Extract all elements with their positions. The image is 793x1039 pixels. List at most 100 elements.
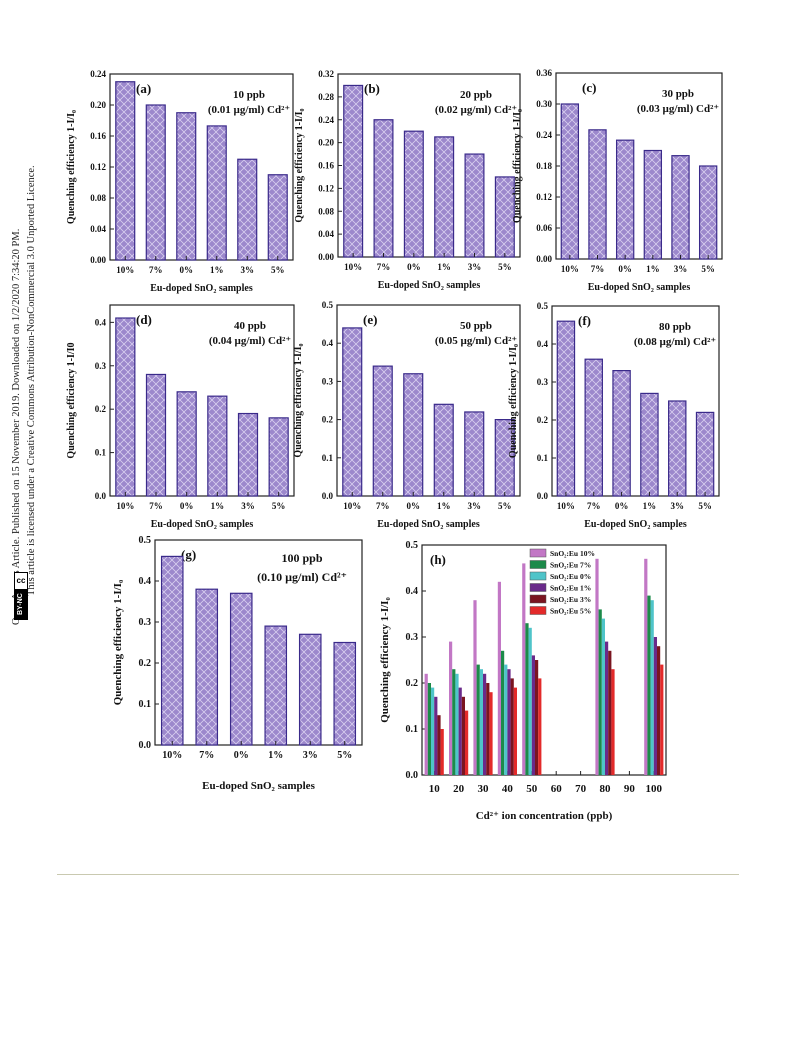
bar-SnOEu10%-20 bbox=[449, 641, 453, 775]
y-tick-label: 0.18 bbox=[536, 161, 552, 171]
bar-SnOEu0%-20 bbox=[455, 673, 459, 775]
plot-frame bbox=[551, 305, 720, 497]
chart-panel-6: 0.0 0.1 0.2 0.3 0.4 0.5 Quenching efficiency 1… bbox=[112, 535, 363, 792]
y-tick-label: 0.5 bbox=[322, 300, 334, 310]
x-tick-label: 1% bbox=[211, 501, 225, 511]
panel-label: (b) bbox=[364, 81, 380, 96]
y-tick-label: 0.3 bbox=[322, 376, 334, 386]
y-tick-label: 0.36 bbox=[536, 68, 552, 78]
y-tick-label: 0.08 bbox=[90, 193, 106, 203]
bar-3% bbox=[464, 411, 485, 497]
plot-frame bbox=[109, 304, 295, 497]
x-tick-label: 10% bbox=[557, 501, 575, 511]
bar-10% bbox=[115, 317, 136, 497]
y-tick-label: 0.3 bbox=[95, 361, 107, 371]
x-tick-label: 1% bbox=[643, 501, 657, 511]
annotation-line-2: (0.01 µg/ml) Cd²⁺ bbox=[208, 104, 291, 116]
bar-0% bbox=[612, 370, 631, 497]
bar-SnOEu7%-100 bbox=[647, 595, 651, 775]
x-axis-label: Eu-doped SnO₂ samples bbox=[151, 519, 254, 530]
y-tick-label: 0.24 bbox=[90, 69, 106, 79]
x-tick-label: 3% bbox=[671, 501, 685, 511]
y-tick-label: 0.4 bbox=[537, 339, 549, 349]
x-tick-label: 5% bbox=[337, 750, 352, 761]
bar-SnOEu10%-10 bbox=[424, 673, 428, 775]
x-tick-label: 10% bbox=[343, 501, 361, 511]
bar-SnOEu10%-100 bbox=[644, 558, 648, 775]
license-sidebar: Open Access Article. Published on 15 Nov… bbox=[0, 0, 60, 640]
bar-SnOEu10%-80 bbox=[595, 558, 599, 775]
bar-10% bbox=[115, 81, 136, 261]
bar-SnOEu1%-100 bbox=[653, 637, 657, 775]
annotation-line-2: (0.04 µg/ml) Cd²⁺ bbox=[209, 335, 292, 347]
y-tick-label: 0.1 bbox=[322, 453, 334, 463]
chart-panel-2: 0.00 0.06 0.12 0.18 0.24 0.30 0.36 Quenching ef… bbox=[512, 68, 723, 293]
y-tick-label: 0.20 bbox=[90, 100, 106, 110]
y-tick-label: 0.24 bbox=[318, 115, 334, 125]
chart-panel-0: 0.00 0.04 0.08 0.12 0.16 0.20 0.24 Quenching ef… bbox=[66, 69, 294, 294]
bar-1% bbox=[207, 395, 228, 497]
bar-7% bbox=[588, 129, 607, 260]
panel-label: (e) bbox=[363, 312, 377, 327]
x-tick-label: 3% bbox=[674, 264, 688, 274]
y-axis-label: Quenching efficiency 1-I/I₀ bbox=[508, 344, 519, 458]
x-tick-label: 5% bbox=[701, 264, 715, 274]
bar-SnOEu5%-50 bbox=[538, 678, 542, 775]
y-tick-label: 0.24 bbox=[536, 130, 552, 140]
bar-3% bbox=[237, 158, 258, 261]
x-axis-label: Eu-doped SnO₂ samples bbox=[377, 519, 480, 530]
x-tick-label: 5% bbox=[271, 265, 285, 275]
bar-SnOEu3%-10 bbox=[437, 715, 441, 775]
x-axis-label: Cd²⁺ ion concentration (ppb) bbox=[476, 810, 613, 822]
legend-entry: SnO₂:Eu 10% bbox=[550, 549, 595, 558]
bar-3% bbox=[237, 412, 259, 497]
y-tick-label: 0.4 bbox=[95, 317, 107, 327]
x-tick-label: 10% bbox=[116, 501, 134, 511]
x-tick-label: 10 bbox=[429, 783, 441, 795]
bar-7% bbox=[372, 365, 393, 497]
y-tick-label: 0.0 bbox=[406, 770, 419, 781]
x-tick-label: 3% bbox=[241, 501, 255, 511]
panel-label: (g) bbox=[181, 547, 196, 562]
bar-SnOEu7%-80 bbox=[598, 609, 602, 775]
x-tick-label: 3% bbox=[468, 501, 482, 511]
x-tick-label: 60 bbox=[551, 783, 563, 795]
bar-SnOEu0%-10 bbox=[431, 687, 435, 775]
bar-10% bbox=[343, 84, 364, 258]
x-tick-label: 80 bbox=[600, 783, 612, 795]
y-tick-label: 0.4 bbox=[322, 338, 334, 348]
x-tick-label: 3% bbox=[468, 262, 482, 272]
panel-label: (f) bbox=[578, 313, 591, 328]
y-tick-label: 0.1 bbox=[139, 699, 152, 710]
cc-license-badge[interactable]: cc BY-NC bbox=[14, 572, 28, 620]
y-tick-label: 0.16 bbox=[90, 131, 106, 141]
x-tick-label: 1% bbox=[268, 750, 283, 761]
annotation-line-1: 30 ppb bbox=[662, 88, 694, 100]
annotation-line-1: 10 ppb bbox=[233, 89, 265, 101]
x-tick-label: 5% bbox=[498, 262, 512, 272]
y-tick-label: 0.12 bbox=[90, 162, 106, 172]
y-tick-label: 0.12 bbox=[536, 192, 552, 202]
x-tick-label: 7% bbox=[591, 264, 605, 274]
y-tick-label: 0.06 bbox=[536, 223, 552, 233]
x-tick-label: 10% bbox=[344, 262, 362, 272]
y-tick-label: 0.0 bbox=[322, 491, 334, 501]
bar-1% bbox=[434, 136, 455, 258]
bar-SnOEu7%-20 bbox=[452, 669, 456, 775]
y-axis-label: Quenching efficiency 1-I/I₀ bbox=[293, 343, 304, 457]
y-tick-label: 0.28 bbox=[318, 92, 334, 102]
chart-panel-5: 0.0 0.1 0.2 0.3 0.4 0.5 Quenching efficiency 1… bbox=[508, 301, 720, 530]
bar-SnOEu3%-30 bbox=[486, 683, 490, 775]
x-tick-label: 0% bbox=[407, 262, 421, 272]
y-tick-label: 0.12 bbox=[318, 183, 334, 193]
x-tick-label: 7% bbox=[199, 750, 214, 761]
annotation-line-2: (0.08 µg/ml) Cd²⁺ bbox=[634, 336, 717, 348]
bar-SnOEu0%-80 bbox=[601, 618, 605, 775]
chart-panel-4: 0.0 0.1 0.2 0.3 0.4 0.5 Quenching efficiency 1… bbox=[293, 300, 521, 530]
y-tick-label: 0.2 bbox=[406, 678, 419, 689]
bar-1% bbox=[643, 149, 663, 260]
x-axis-label: Eu-doped SnO₂ samples bbox=[202, 780, 315, 792]
y-tick-label: 0.3 bbox=[139, 617, 152, 628]
bar-7% bbox=[145, 104, 166, 261]
